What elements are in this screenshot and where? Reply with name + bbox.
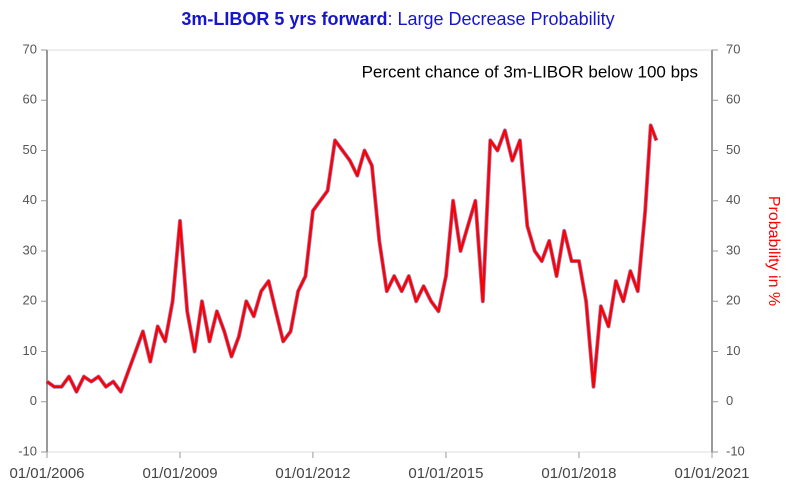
y-tick-label: 30 (23, 242, 37, 257)
x-tick-label: 01/01/2021 (674, 465, 749, 482)
subtitle: : Large Decrease Probability (387, 9, 614, 29)
y2-tick-label: 50 (726, 142, 740, 157)
y2-tick-label: 0 (726, 393, 733, 408)
y-tick-label: 70 (23, 41, 37, 56)
y2-tick-label: 70 (726, 41, 740, 56)
title: 3m-LIBOR 5 yrs forward (181, 9, 387, 29)
y-tick-label: 20 (23, 293, 37, 308)
x-tick-label: 01/01/2018 (541, 465, 616, 482)
x-tick-label: 01/01/2015 (408, 465, 483, 482)
y2-tick-label: 20 (726, 293, 740, 308)
x-tick-label: 01/01/2006 (9, 465, 84, 482)
annotation: Percent chance of 3m-LIBOR below 100 bps (362, 62, 698, 81)
y-tick-label: 40 (23, 192, 37, 207)
y2-tick-label: -10 (726, 443, 745, 458)
y2-axis-label: Probability in % (765, 196, 782, 306)
y-tick-label: 60 (23, 92, 37, 107)
y-tick-label: 50 (23, 142, 37, 157)
y2-tick-label: 60 (726, 92, 740, 107)
y2-tick-label: 40 (726, 192, 740, 207)
y2-tick-label: 30 (726, 242, 740, 257)
x-tick-label: 01/01/2012 (275, 465, 350, 482)
y-tick-label: 10 (23, 343, 37, 358)
y2-tick-label: 10 (726, 343, 740, 358)
y-tick-label: -10 (18, 443, 37, 458)
y-tick-label: 0 (30, 393, 37, 408)
x-tick-label: 01/01/2009 (142, 465, 217, 482)
data-line (46, 124, 658, 393)
chart-title: 3m-LIBOR 5 yrs forward: Large Decrease P… (181, 9, 614, 29)
